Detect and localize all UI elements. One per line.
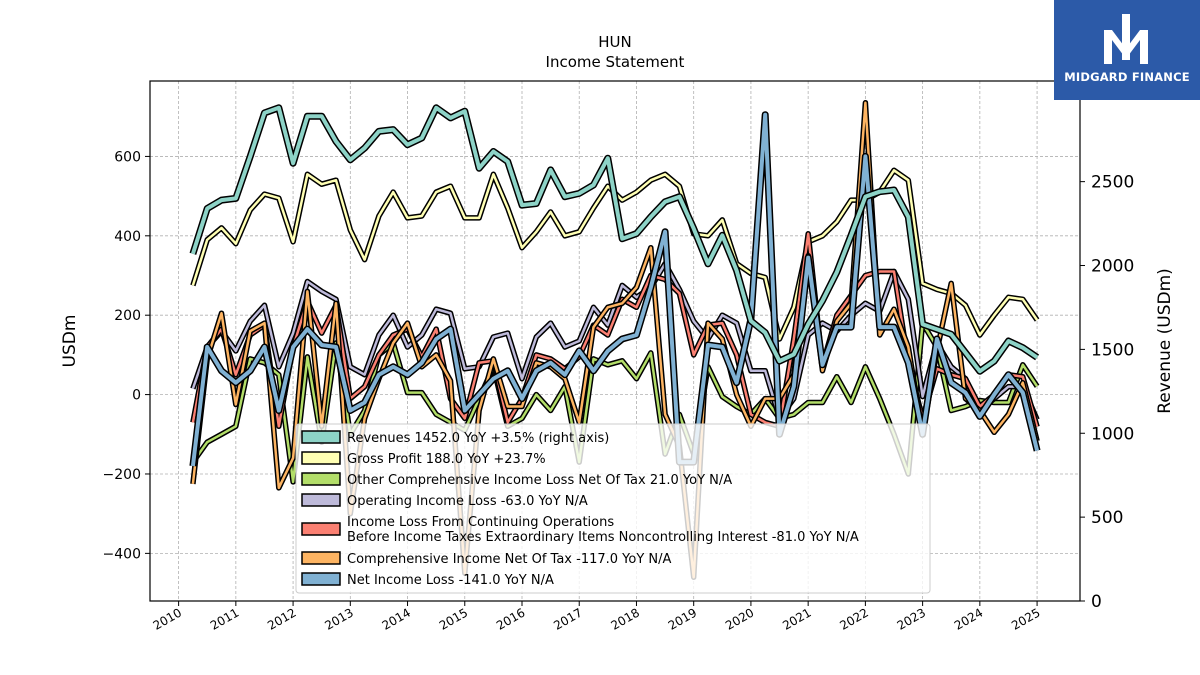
series-0 — [189, 104, 1040, 375]
legend-label: Other Comprehensive Income Loss Net Of T… — [347, 473, 732, 488]
series-line — [190, 105, 1039, 374]
legend-swatch — [301, 451, 341, 465]
y2-axis-label: Revenue (USDm) — [1155, 268, 1175, 414]
legend-entry: Revenues 1452.0 YoY +3.5% (right axis) — [301, 430, 609, 446]
legend-label: Operating Income Loss -63.0 YoY N/A — [347, 494, 588, 509]
logo-text: MIDGARD FINANCE — [1064, 70, 1190, 84]
midgard-logo-icon — [1104, 14, 1148, 64]
y-tick-label: −200 — [103, 467, 141, 483]
legend-label: Gross Profit 188.0 YoY +23.7% — [347, 452, 546, 467]
legend-entry: Gross Profit 188.0 YoY +23.7% — [301, 451, 546, 467]
x-tick-label: 2015 — [437, 605, 470, 632]
x-tick-label: 2011 — [208, 605, 241, 632]
x-tick-label: 2022 — [837, 605, 870, 632]
legend-entry: Operating Income Loss -63.0 YoY N/A — [301, 493, 588, 509]
x-tick-label: 2014 — [380, 605, 413, 632]
legend-entry: Comprehensive Income Net Of Tax -117.0 Y… — [301, 551, 672, 567]
y2-tick-label: 2000 — [1091, 257, 1134, 277]
legend-swatch — [301, 493, 341, 507]
y2-tick-label: 0 — [1091, 592, 1102, 612]
y-axis-label: USDm — [60, 315, 80, 368]
legend-swatch — [301, 551, 341, 565]
y-tick-label: −400 — [103, 546, 141, 562]
series-lines — [189, 100, 1041, 580]
x-tick-label: 2021 — [780, 605, 813, 632]
plot-frame — [149, 80, 1081, 602]
chart-subtitle: Income Statement — [546, 53, 685, 71]
y2-tick-label: 500 — [1091, 508, 1123, 528]
legend-box — [295, 423, 931, 594]
legend-swatch — [301, 430, 341, 444]
y2-tick-label: 1000 — [1091, 424, 1134, 444]
x-tick-label: 2024 — [952, 605, 985, 632]
x-tick-label: 2020 — [723, 605, 756, 632]
left-axis: −400 −200 0 200 400 600 — [103, 149, 150, 562]
legend-entry: Other Comprehensive Income Loss Net Of T… — [301, 472, 732, 488]
x-tick-label: 2025 — [1009, 605, 1042, 632]
legend-label: Income Loss From Continuing Operations Be… — [347, 515, 859, 545]
chart-title: HUN — [598, 33, 631, 51]
x-tick-label: 2019 — [666, 605, 699, 632]
x-axis: 2010 2011 2012 2013 2014 2015 2016 2017 2018 2019… — [151, 601, 1043, 633]
right-axis: 0 500 1000 1500 2000 2500 — [1080, 173, 1134, 612]
legend-label: Net Income Loss -141.0 YoY N/A — [347, 573, 554, 588]
legend-swatch — [301, 522, 341, 536]
legend-swatch — [301, 472, 341, 486]
x-tick-label: 2012 — [265, 605, 298, 632]
legend-swatch — [301, 572, 341, 586]
y2-tick-label: 2500 — [1091, 173, 1134, 193]
x-tick-label: 2023 — [895, 605, 928, 632]
y-tick-label: 600 — [114, 149, 141, 165]
series-line — [191, 101, 1039, 579]
legend-label: Revenues 1452.0 YoY +3.5% (right axis) — [347, 431, 609, 446]
series-6 — [189, 111, 1041, 467]
x-tick-label: 2013 — [322, 605, 355, 632]
x-tick-label: 2018 — [609, 605, 642, 632]
legend: Revenues 1452.0 YoY +3.5% (right axis) Gr… — [295, 423, 931, 594]
brand-logo: MIDGARD FINANCE — [1054, 0, 1200, 100]
x-tick-label: 2010 — [151, 605, 184, 632]
y2-tick-label: 1500 — [1091, 340, 1134, 360]
y-tick-label: 0 — [132, 388, 141, 404]
y-tick-label: 400 — [114, 229, 141, 245]
y-tick-label: 200 — [114, 308, 141, 324]
x-tick-label: 2017 — [551, 605, 584, 632]
x-tick-label: 2016 — [494, 605, 527, 632]
series-line — [190, 112, 1040, 467]
legend-entry: Income Loss From Continuing Operations Be… — [301, 515, 859, 545]
series-5 — [190, 100, 1040, 580]
legend-entry: Net Income Loss -141.0 YoY N/A — [301, 572, 554, 588]
legend-label: Comprehensive Income Net Of Tax -117.0 Y… — [347, 552, 672, 567]
